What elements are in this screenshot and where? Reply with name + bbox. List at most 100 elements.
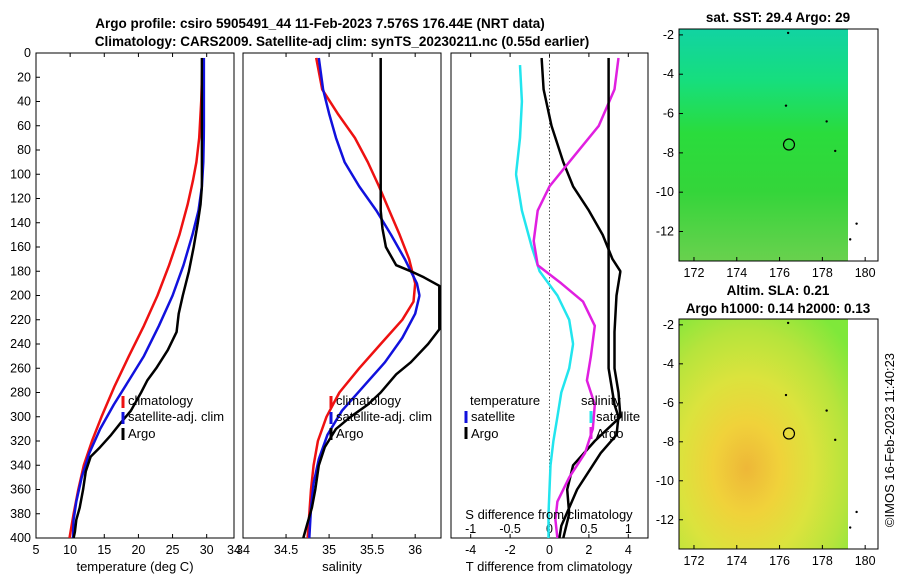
map-x-tick-label: 178 <box>812 266 833 280</box>
map-y-tick-label: -2 <box>663 318 674 332</box>
map-y-tick-label: -12 <box>656 513 674 527</box>
y-tick-label: 20 <box>17 70 31 84</box>
island-dot <box>784 393 788 397</box>
island-dot <box>848 238 852 241</box>
y-tick-label: 160 <box>10 240 31 254</box>
map-x-tick-label: 180 <box>855 266 876 280</box>
legend-satellite-label: satellite-adj. clim <box>128 409 224 424</box>
legend-climatology-label: climatology <box>128 393 194 408</box>
x-tick-label: 34 <box>227 543 241 557</box>
map-y-tick-label: -8 <box>663 435 674 449</box>
temperature-xlabel: temperature (deg C) <box>76 559 193 574</box>
argo-location-marker <box>782 427 796 440</box>
map-y-tick-label: -4 <box>663 67 674 81</box>
argo-location-marker <box>782 138 796 151</box>
sla-map-title-line2: Argo h1000: 0.14 h2000: 0.13 <box>686 301 871 316</box>
map-x-tick-label: 172 <box>684 266 705 280</box>
y-tick-label: 60 <box>17 119 31 133</box>
series-temperature-satellite <box>516 65 573 538</box>
island-dot <box>848 526 852 529</box>
top-x-tick-label: -1 <box>465 522 476 536</box>
salinity-legend: climatology satellite-adj. clim Argo <box>329 393 432 441</box>
map-x-tick-label: 176 <box>769 554 790 568</box>
x-tick-label: 35.5 <box>360 543 384 557</box>
island-dot <box>834 149 837 153</box>
island-dot <box>786 321 790 325</box>
x-tick-label: 5 <box>33 543 40 557</box>
island-dot <box>825 409 828 412</box>
map-y-tick-label: -6 <box>663 396 674 410</box>
y-tick-label: 400 <box>10 531 31 545</box>
map-x-tick-label: 178 <box>812 554 833 568</box>
map-y-tick-label: -10 <box>656 185 674 199</box>
series-satellite-adj-clim <box>309 58 419 538</box>
y-tick-label: 320 <box>10 434 31 448</box>
top-x-tick-label: 0.5 <box>580 522 597 536</box>
legend-satellite-label: satellite-adj. clim <box>336 409 432 424</box>
series-climatology <box>308 58 416 538</box>
x-tick-label: 30 <box>200 543 214 557</box>
legend-argo-label: Argo <box>128 426 155 441</box>
temperature-legend: climatology satellite-adj. clim Argo <box>121 393 224 441</box>
figure-title-line2: Climatology: CARS2009. Satellite-adj cli… <box>95 34 589 49</box>
x-tick-label: 36 <box>408 543 422 557</box>
map-y-tick-label: -2 <box>663 28 674 42</box>
x-tick-label: 34 <box>236 543 250 557</box>
x-tick-label: 34.5 <box>274 543 298 557</box>
y-tick-label: 380 <box>10 507 31 521</box>
imos-credit: ©IMOS 16-Feb-2023 11:40:23 <box>882 353 897 527</box>
series-argo <box>74 58 202 538</box>
y-tick-label: 140 <box>10 216 31 230</box>
sla-map-axes: 172 174 176 178 180 -2 -4 -6 -8 -10 -12 <box>656 318 876 568</box>
series-salinity-satellite <box>534 58 619 538</box>
salinity-panel <box>242 52 442 539</box>
legend-argo-label: Argo <box>336 426 363 441</box>
map-x-tick-label: 174 <box>726 266 747 280</box>
x-tick-label: 15 <box>97 543 111 557</box>
y-tick-label: 40 <box>17 95 31 109</box>
map-x-tick-label: 176 <box>769 266 790 280</box>
island-dot <box>784 104 788 107</box>
legend-s-argo-label: Argo <box>596 426 623 441</box>
y-tick-label: 100 <box>10 167 31 181</box>
x-tick-label: 2 <box>585 543 592 557</box>
sst-map-axes: 172 174 176 178 180 -2 -4 -6 -8 -10 -12 <box>656 28 876 280</box>
legend-climatology-label: climatology <box>336 393 402 408</box>
map-x-tick-label: 174 <box>726 554 747 568</box>
temperature-plot: 5 10 15 20 25 30 34020406080100120140160180200… <box>10 46 241 557</box>
legend-temperature-title: temperature <box>470 393 540 408</box>
series-argo <box>303 58 439 538</box>
y-tick-label: 240 <box>10 337 31 351</box>
y-tick-label: 360 <box>10 483 31 497</box>
sla-map-image <box>679 319 848 549</box>
map-y-tick-label: -12 <box>656 225 674 239</box>
x-tick-label: 20 <box>131 543 145 557</box>
sla-map-frame <box>678 318 879 550</box>
y-tick-label: 340 <box>10 458 31 472</box>
map-y-tick-label: -8 <box>663 146 674 160</box>
map-x-tick-label: 172 <box>684 554 705 568</box>
y-tick-label: 280 <box>10 386 31 400</box>
map-y-tick-label: -10 <box>656 474 674 488</box>
legend-t-satellite-label: satellite <box>471 409 515 424</box>
x-tick-label: 0 <box>546 543 553 557</box>
y-tick-label: 120 <box>10 192 31 206</box>
y-tick-label: 300 <box>10 410 31 424</box>
difference-legend: temperature satellite Argo salinity sate… <box>464 393 640 441</box>
legend-t-argo-label: Argo <box>471 426 498 441</box>
y-tick-label: 0 <box>24 46 31 60</box>
sla-map-title-line1: Altim. SLA: 0.21 <box>727 283 830 298</box>
s-difference-xlabel: S difference from climatology <box>465 507 633 522</box>
top-x-tick-label: 1 <box>625 522 632 536</box>
legend-s-satellite-label: satellite <box>596 409 640 424</box>
x-tick-label: -4 <box>465 543 476 557</box>
island-dot <box>825 120 828 123</box>
y-tick-label: 180 <box>10 264 31 278</box>
x-tick-label: 35 <box>322 543 336 557</box>
island-dot <box>855 222 858 225</box>
map-x-tick-label: 180 <box>855 554 876 568</box>
top-x-tick-label: -0.5 <box>499 522 521 536</box>
sst-map-frame <box>678 28 879 262</box>
